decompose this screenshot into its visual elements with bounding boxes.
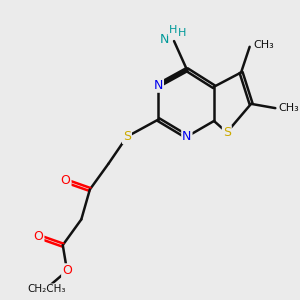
Text: H: H xyxy=(168,25,177,35)
Text: H: H xyxy=(178,28,186,38)
Text: O: O xyxy=(62,264,72,277)
Text: O: O xyxy=(34,230,44,243)
Text: O: O xyxy=(61,174,70,188)
Text: N: N xyxy=(154,79,163,92)
Text: CH₃: CH₃ xyxy=(279,103,299,113)
Text: S: S xyxy=(223,126,231,139)
Text: N: N xyxy=(182,130,192,143)
Text: N: N xyxy=(160,33,169,46)
Text: CH₂CH₃: CH₂CH₃ xyxy=(28,284,66,294)
Text: S: S xyxy=(123,130,131,143)
Text: CH₃: CH₃ xyxy=(253,40,274,50)
